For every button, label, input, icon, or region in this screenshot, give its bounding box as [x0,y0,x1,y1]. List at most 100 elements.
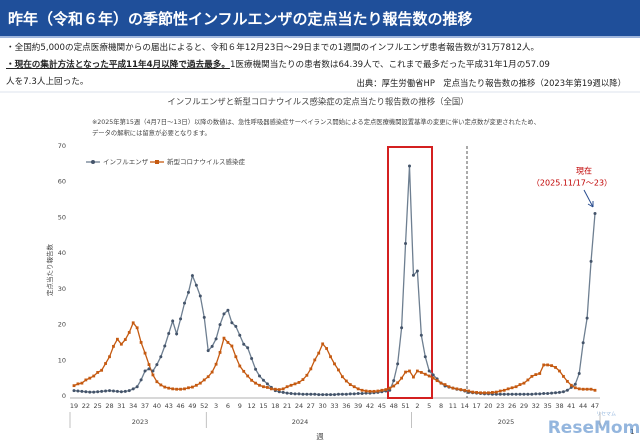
x-tick-label: 41 [567,402,575,410]
marker [210,370,214,374]
marker [175,387,179,391]
marker [167,386,171,390]
marker [84,378,88,382]
marker [108,389,112,393]
marker [329,355,332,359]
marker [510,386,514,390]
marker [269,387,273,391]
marker [356,392,360,395]
marker [226,341,230,344]
marker [194,383,198,387]
marker [459,388,463,391]
annotation-arrow [583,189,594,208]
marker [119,390,123,394]
marker [115,389,119,393]
marker [490,391,494,394]
marker [88,390,92,394]
marker [455,387,459,391]
marker [419,333,423,337]
marker [550,364,553,368]
marker [321,342,325,346]
x-tick-label: 32 [532,402,540,410]
marker [526,392,530,396]
x-tick-label: 11 [449,402,457,410]
series-line [73,321,596,394]
marker [119,342,123,346]
x-tick-label: 28 [105,402,113,410]
x-tick-label: 49 [188,402,196,410]
marker [565,379,569,383]
marker [139,378,143,382]
marker [198,381,202,385]
marker [301,378,305,381]
marker [573,386,577,390]
marker [344,392,348,396]
x-axis-label: 週 [316,432,324,441]
marker [415,269,419,273]
marker [546,392,550,395]
marker [191,385,194,389]
x-tick-label: 30 [319,402,327,410]
marker [234,355,238,359]
marker [238,364,242,368]
x-tick-label: 48 [390,402,398,410]
bullet-text: 1医療機関当たりの患者数は64.39人で、これまで最多だった平成31年1月の57… [229,60,550,70]
marker [151,369,155,373]
marker [202,378,206,382]
marker [261,378,265,382]
marker [163,385,167,389]
marker [183,301,187,305]
x-tick-label: 52 [200,402,208,410]
marker [281,387,285,391]
x-tick-label: 42 [366,402,374,410]
x-tick-label: 2 [415,402,419,410]
marker [396,362,400,366]
marker [431,373,435,377]
marker [467,389,471,393]
marker [400,326,404,330]
marker [285,391,289,395]
y-tick-label: 30 [58,285,66,293]
marker [186,290,190,294]
marker [534,392,538,396]
marker [550,391,554,395]
marker [325,393,329,397]
marker [479,391,482,395]
x-tick-label: 36 [342,402,350,410]
marker [250,378,254,382]
x-tick-label: 51 [401,402,409,410]
marker [593,388,597,392]
x-tick-label: 26 [508,402,516,410]
marker [392,384,396,388]
watermark: ReseMom [548,418,640,438]
marker [494,390,498,394]
x-tick-label: 33 [330,402,338,410]
y-tick-label: 50 [58,213,66,221]
marker [123,389,127,393]
marker [565,388,569,392]
marker [84,390,88,394]
marker [356,387,360,391]
marker [336,392,340,396]
marker [376,389,380,393]
x-tick-label: 22 [82,402,90,410]
marker [368,389,372,393]
marker [423,355,427,359]
marker [554,366,557,369]
x-tick-label: 27 [307,402,315,410]
x-tick-label: 40 [153,402,161,410]
x-tick-label: 25 [94,402,102,410]
marker [88,376,92,380]
marker [187,386,190,390]
marker [289,392,293,395]
marker [561,390,565,394]
marker [542,363,546,367]
marker [518,383,522,386]
marker [348,383,352,386]
marker [104,362,107,365]
marker [254,367,258,371]
marker [293,392,297,396]
marker [317,393,321,397]
marker [557,390,561,394]
marker [183,387,186,391]
